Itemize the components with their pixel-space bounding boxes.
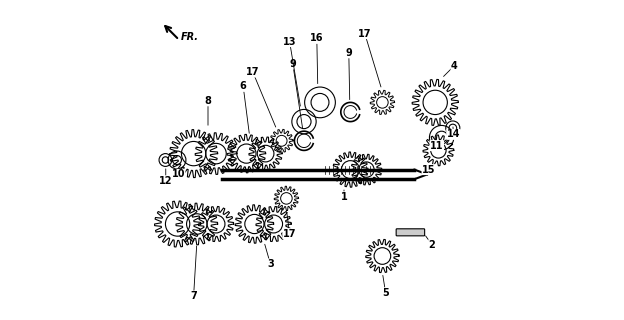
Text: 6: 6	[240, 81, 246, 92]
FancyBboxPatch shape	[396, 229, 425, 236]
Text: 16: 16	[310, 33, 324, 44]
Text: 17: 17	[358, 28, 371, 39]
Text: 17: 17	[246, 67, 260, 77]
Text: 9: 9	[290, 59, 296, 69]
Text: 4: 4	[451, 60, 458, 71]
Text: 11: 11	[430, 140, 444, 151]
Text: 12: 12	[159, 176, 172, 186]
Text: 17: 17	[283, 228, 296, 239]
Text: 8: 8	[205, 96, 212, 106]
Text: 13: 13	[283, 36, 296, 47]
Text: 1: 1	[341, 192, 348, 202]
Text: 2: 2	[429, 240, 436, 250]
Text: 9: 9	[346, 48, 352, 58]
Text: 3: 3	[267, 259, 274, 269]
Text: 14: 14	[447, 129, 460, 140]
Text: 5: 5	[383, 288, 389, 298]
Text: 7: 7	[190, 291, 197, 301]
Text: 10: 10	[172, 169, 185, 180]
Text: 15: 15	[422, 164, 436, 175]
Text: FR.: FR.	[181, 32, 199, 42]
